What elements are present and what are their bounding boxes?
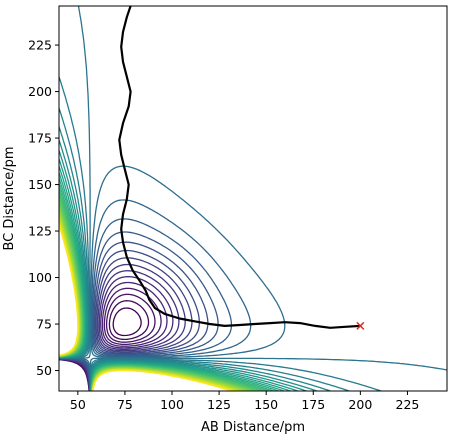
plot-background xyxy=(59,6,447,391)
y-tick-label: 200 xyxy=(28,84,52,99)
y-axis-ticks: 50 75 100 125 150 175 200 225 xyxy=(28,38,59,378)
trajectory-line xyxy=(118,6,362,329)
y-tick-label: 175 xyxy=(28,131,52,146)
x-tick-label: 50 xyxy=(70,397,86,412)
x-tick-label: 225 xyxy=(396,397,420,412)
end-marker xyxy=(356,321,365,330)
trajectory-layer xyxy=(118,6,365,330)
x-tick-label: 100 xyxy=(160,397,184,412)
y-tick-label: 100 xyxy=(28,270,52,285)
x-tick-label: 200 xyxy=(348,397,372,412)
y-tick-label: 150 xyxy=(28,177,52,192)
plot-area xyxy=(58,5,448,392)
x-axis-label: AB Distance/pm xyxy=(201,420,305,435)
x-tick-label: 175 xyxy=(301,397,325,412)
y-axis-label: BC Distance/pm xyxy=(2,146,17,250)
y-tick-label: 125 xyxy=(28,224,52,239)
x-tick-label: 75 xyxy=(117,397,133,412)
axes-frame xyxy=(58,5,448,392)
y-tick-label: 225 xyxy=(28,38,52,53)
y-tick-label: 75 xyxy=(36,317,52,332)
x-tick-label: 150 xyxy=(254,397,278,412)
y-tick-label: 50 xyxy=(36,363,52,378)
x-axis-ticks: 50 75 100 125 150 175 200 225 xyxy=(70,391,419,412)
x-tick-label: 125 xyxy=(207,397,231,412)
